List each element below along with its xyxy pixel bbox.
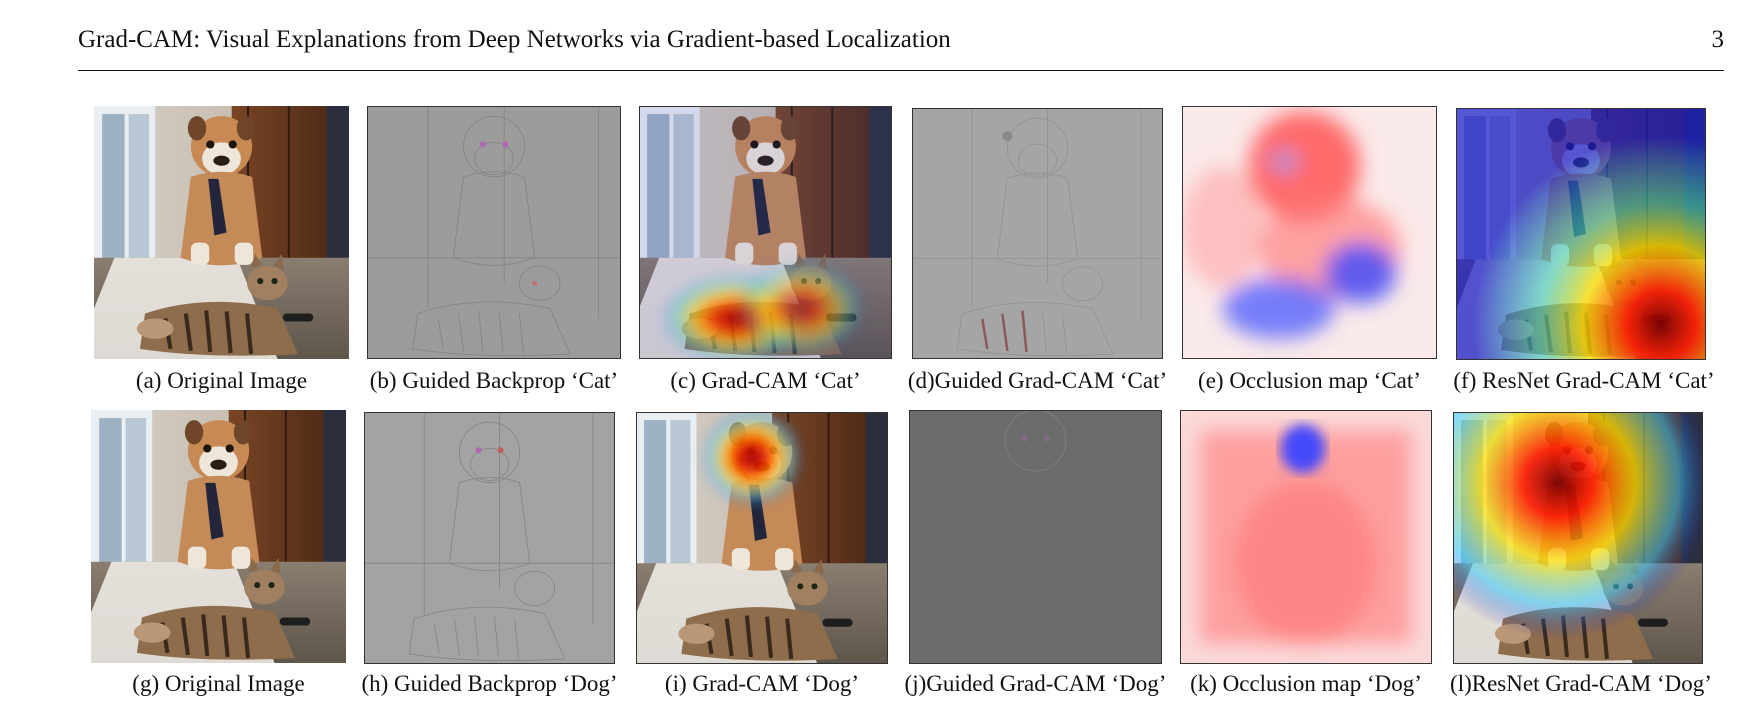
guided-gradcam-map-cat	[912, 108, 1163, 359]
panel-f-resnet-gradcam-cat	[1456, 108, 1706, 360]
caption-g: (g) Original Image	[132, 671, 305, 696]
panel-frame	[639, 106, 892, 359]
running-head: Grad-CAM: Visual Explanations from Deep …	[78, 22, 1724, 58]
panel-i-gradcam-dog	[636, 412, 888, 664]
caption-a: (a) Original Image	[135, 368, 308, 393]
panel-e-occlusion-cat	[1182, 106, 1437, 359]
caption-j: (j)Guided Grad-CAM ‘Dog’	[904, 671, 1167, 696]
guided-gradcam-map-dog	[909, 410, 1162, 664]
panel-frame	[1182, 106, 1437, 359]
occlusion-map-cat	[1182, 106, 1437, 359]
caption-k: (k) Occlusion map ‘Dog’	[1190, 671, 1422, 696]
panel-frame	[1453, 412, 1703, 664]
panel-b-guided-backprop-cat	[367, 106, 621, 359]
caption-c: (c) Grad-CAM ‘Cat’	[670, 368, 861, 393]
caption-i: (i) Grad-CAM ‘Dog’	[664, 671, 860, 696]
page-number: 3	[1711, 26, 1725, 53]
caption-f: (f) ResNet Grad-CAM ‘Cat’	[1453, 368, 1715, 393]
panel-d-guided-gradcam-cat	[912, 108, 1163, 359]
header-rule	[78, 70, 1724, 71]
panel-h-guided-backprop-dog	[364, 412, 615, 664]
occlusion-map-dog	[1180, 410, 1432, 664]
panel-c-gradcam-cat	[639, 106, 892, 359]
guided-backprop-map-dog	[364, 412, 615, 664]
caption-d: (d)Guided Grad-CAM ‘Cat’	[907, 368, 1168, 393]
panel-frame	[912, 108, 1163, 359]
caption-h: (h) Guided Backprop ‘Dog’	[361, 671, 618, 696]
panel-j-guided-gradcam-dog	[909, 410, 1162, 664]
caption-l: (l)ResNet Grad-CAM ‘Dog’	[1450, 671, 1712, 696]
panel-a-original-image	[94, 106, 349, 359]
resnet-gradcam-overlay-cat	[1456, 108, 1706, 360]
caption-b: (b) Guided Backprop ‘Cat’	[369, 368, 619, 393]
original-image-dog	[91, 410, 346, 663]
panel-frame	[909, 410, 1162, 664]
caption-e: (e) Occlusion map ‘Cat’	[1198, 368, 1421, 393]
panel-frame	[1456, 108, 1706, 360]
panel-frame	[636, 412, 888, 664]
panel-g-original-image	[91, 410, 346, 663]
gradcam-overlay-cat	[639, 106, 892, 359]
resnet-gradcam-overlay-dog	[1453, 412, 1703, 664]
panel-frame	[1180, 410, 1432, 664]
panel-frame	[367, 106, 621, 359]
gradcam-overlay-dog	[636, 412, 888, 664]
panel-l-resnet-gradcam-dog	[1453, 412, 1703, 664]
guided-backprop-map-cat	[367, 106, 621, 359]
panel-frame	[364, 412, 615, 664]
panel-k-occlusion-dog	[1180, 410, 1432, 664]
paper-title: Grad-CAM: Visual Explanations from Deep …	[78, 26, 951, 53]
original-image-cat	[94, 106, 349, 359]
